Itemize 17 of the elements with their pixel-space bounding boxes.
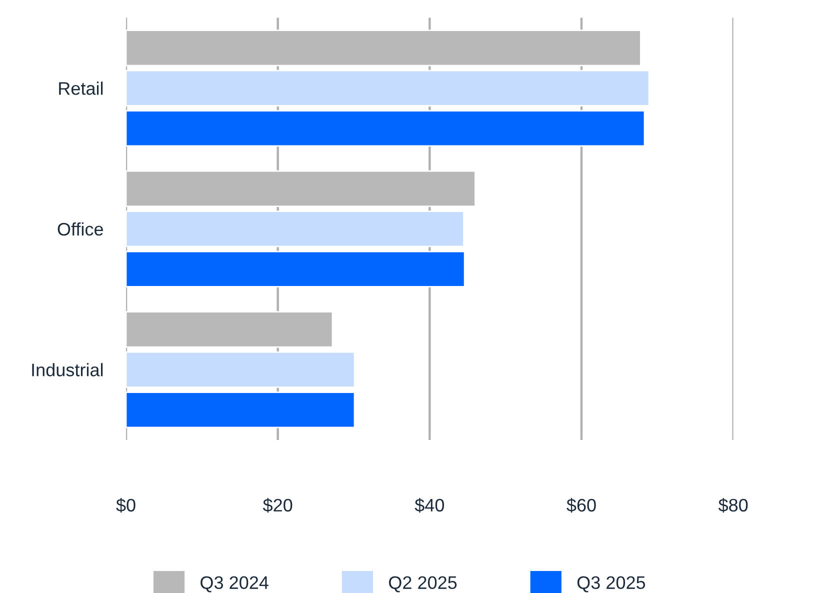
x-tick-label: $20: [262, 498, 292, 513]
x-tick-label: $80: [718, 498, 748, 513]
x-tick-label: $60: [566, 498, 596, 513]
bar: [126, 110, 646, 147]
x-tick-label: $40: [414, 498, 444, 513]
bar: [126, 250, 466, 288]
y-tick-label: Retail: [59, 82, 103, 95]
bar: [126, 70, 650, 106]
legend-label: Q3 2025: [577, 576, 646, 592]
y-tick-label: Industrial: [32, 363, 103, 376]
bar: [126, 392, 356, 428]
y-tick-label: Office: [58, 222, 103, 236]
bar: [126, 210, 465, 248]
legend-label: Q2 2025: [389, 576, 457, 592]
bar: [126, 351, 356, 388]
x-tick-label: $0: [116, 498, 136, 513]
legend-label: Q3 2024: [200, 576, 268, 592]
